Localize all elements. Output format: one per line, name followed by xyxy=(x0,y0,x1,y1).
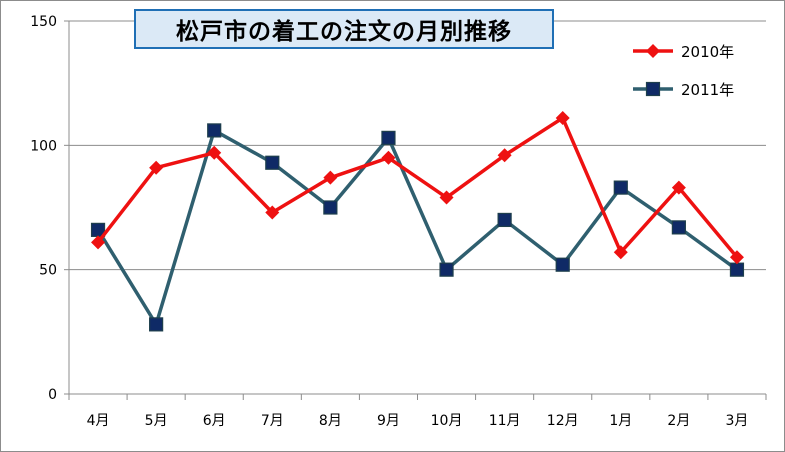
x-tick-label: 5月 xyxy=(145,413,168,429)
data-point xyxy=(613,245,628,260)
data-point xyxy=(91,235,106,250)
legend-label: 2011年 xyxy=(681,81,734,99)
data-point xyxy=(207,145,222,160)
data-point xyxy=(671,180,686,195)
data-point xyxy=(439,262,454,277)
data-point xyxy=(323,200,338,215)
data-point xyxy=(729,250,744,265)
legend-marker xyxy=(646,44,660,58)
series xyxy=(90,110,745,332)
data-point xyxy=(497,148,512,163)
x-tick-label: 7月 xyxy=(261,413,284,429)
data-point xyxy=(555,110,570,125)
data-point xyxy=(381,150,396,165)
data-point xyxy=(613,180,628,195)
x-tick-label: 11月 xyxy=(489,413,521,429)
data-point xyxy=(149,160,164,175)
series-2010 xyxy=(91,110,744,265)
x-tick-label: 12月 xyxy=(547,413,579,429)
y-tick-label: 150 xyxy=(30,14,57,30)
x-tick-label: 2月 xyxy=(667,413,690,429)
data-point xyxy=(497,212,512,228)
data-point xyxy=(265,205,280,220)
y-tick-labels: 0 50 100 150 xyxy=(30,14,57,403)
legend-label: 2010年 xyxy=(681,43,734,61)
axes xyxy=(64,20,767,400)
data-point xyxy=(323,170,338,185)
data-point xyxy=(265,155,280,170)
data-point xyxy=(381,130,396,145)
series-line xyxy=(96,128,738,327)
data-point xyxy=(555,257,570,272)
y-tick-label: 50 xyxy=(39,263,57,279)
x-tick-label: 4月 xyxy=(87,413,110,429)
data-point xyxy=(671,220,686,235)
legend-marker xyxy=(645,81,661,97)
legend: 2010年 2011年 xyxy=(633,43,734,99)
x-tick-label: 10月 xyxy=(431,413,463,429)
data-point xyxy=(729,262,745,277)
x-tick-label: 3月 xyxy=(725,413,748,429)
data-point xyxy=(439,190,454,205)
gridlines xyxy=(69,20,766,271)
series-2011 xyxy=(90,123,745,332)
series-line xyxy=(96,116,739,259)
x-tick-label: 6月 xyxy=(203,413,226,429)
legend-entry-0: 2010年 xyxy=(633,43,734,61)
x-tick-labels: 4月 5月 6月 7月 8月 9月 10月 11月 12月 1月 2月 3月 xyxy=(87,413,749,429)
y-tick-label: 100 xyxy=(30,138,57,154)
x-tick-label: 8月 xyxy=(319,413,342,429)
data-point xyxy=(207,123,222,138)
x-tick-label: 1月 xyxy=(609,413,632,429)
y-tick-label: 0 xyxy=(48,387,57,403)
chart-title: 松戸市の着工の注文の月別推移 xyxy=(134,9,554,49)
legend-entry-1: 2011年 xyxy=(633,81,734,99)
x-tick-label: 9月 xyxy=(377,413,400,429)
data-point xyxy=(149,317,164,332)
